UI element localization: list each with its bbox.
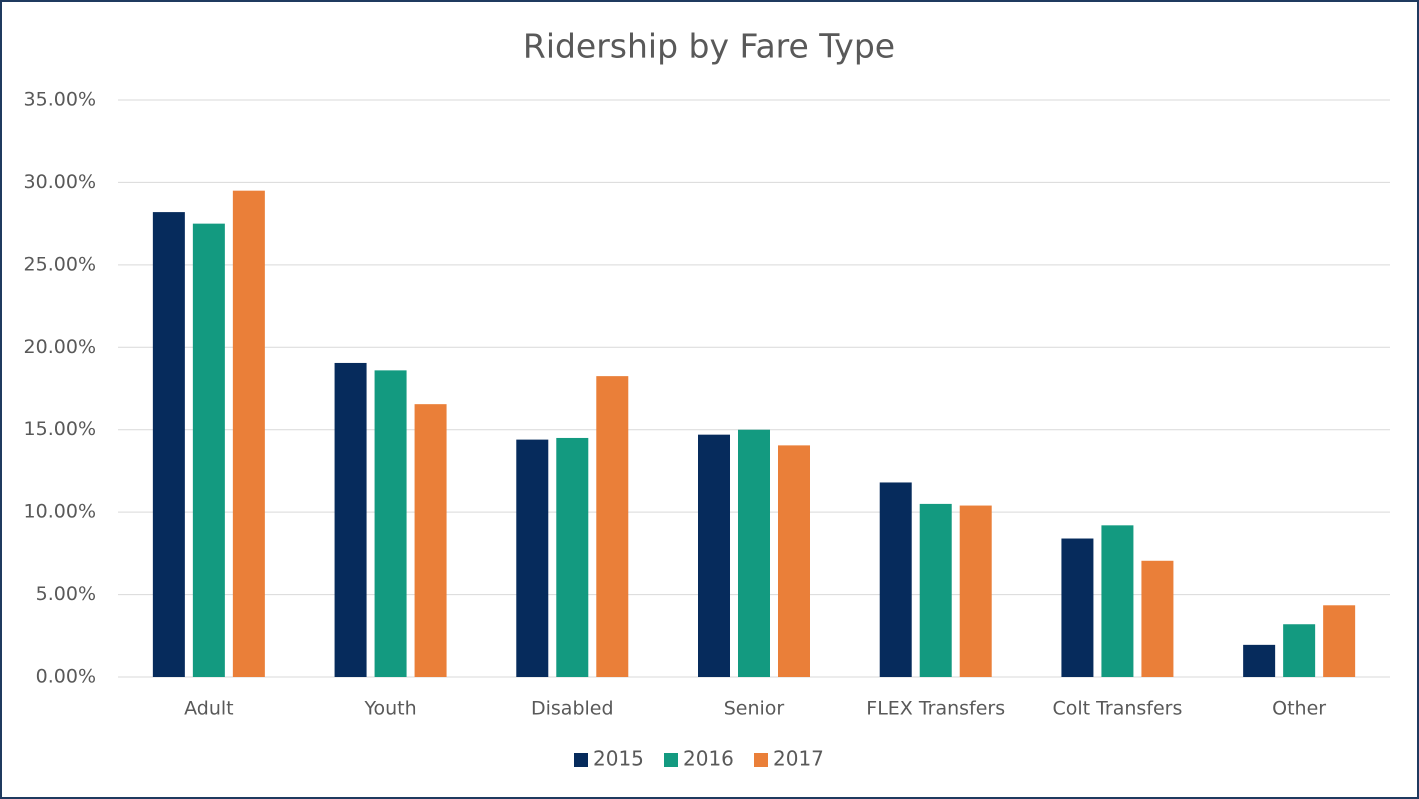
bar bbox=[414, 404, 447, 677]
x-tick-label: Colt Transfers bbox=[1052, 698, 1182, 720]
bar bbox=[698, 434, 730, 677]
x-tick-label: Adult bbox=[184, 698, 234, 720]
y-tick-label: 10.00% bbox=[24, 501, 96, 523]
x-tick-label: Other bbox=[1272, 698, 1326, 720]
x-tick-label: FLEX Transfers bbox=[866, 698, 1005, 720]
bar bbox=[1323, 605, 1356, 677]
bar bbox=[152, 212, 185, 678]
bar bbox=[192, 223, 225, 677]
legend-label: 2015 bbox=[593, 747, 644, 771]
y-tick-label: 15.00% bbox=[24, 418, 96, 440]
x-tick-label: Youth bbox=[363, 698, 416, 720]
bar bbox=[879, 482, 912, 677]
bar bbox=[738, 429, 770, 677]
bar bbox=[596, 376, 629, 677]
bar bbox=[334, 362, 367, 677]
bar bbox=[778, 445, 810, 677]
bar bbox=[1283, 624, 1316, 677]
bar bbox=[1141, 560, 1174, 677]
bar bbox=[919, 503, 952, 677]
x-tick-label: Senior bbox=[724, 698, 785, 720]
legend-swatch bbox=[664, 753, 678, 767]
bar bbox=[1101, 525, 1134, 677]
bar bbox=[374, 370, 407, 677]
bar bbox=[232, 190, 265, 677]
legend-swatch bbox=[754, 753, 768, 767]
bar bbox=[556, 437, 589, 677]
y-tick-label: 20.00% bbox=[24, 336, 96, 358]
bar bbox=[959, 505, 992, 677]
legend-swatch bbox=[574, 753, 588, 767]
chart-title: Ridership by Fare Type bbox=[523, 27, 895, 66]
legend-label: 2017 bbox=[773, 747, 824, 771]
x-tick-label: Disabled bbox=[531, 698, 614, 720]
bar bbox=[1061, 538, 1094, 677]
bar bbox=[1243, 644, 1276, 677]
legend-label: 2016 bbox=[683, 747, 734, 771]
y-tick-label: 25.00% bbox=[24, 253, 96, 275]
y-tick-label: 35.00% bbox=[24, 89, 96, 111]
y-tick-label: 30.00% bbox=[24, 171, 96, 193]
bar bbox=[516, 439, 549, 677]
y-tick-label: 0.00% bbox=[36, 666, 96, 688]
y-tick-label: 5.00% bbox=[36, 583, 96, 605]
